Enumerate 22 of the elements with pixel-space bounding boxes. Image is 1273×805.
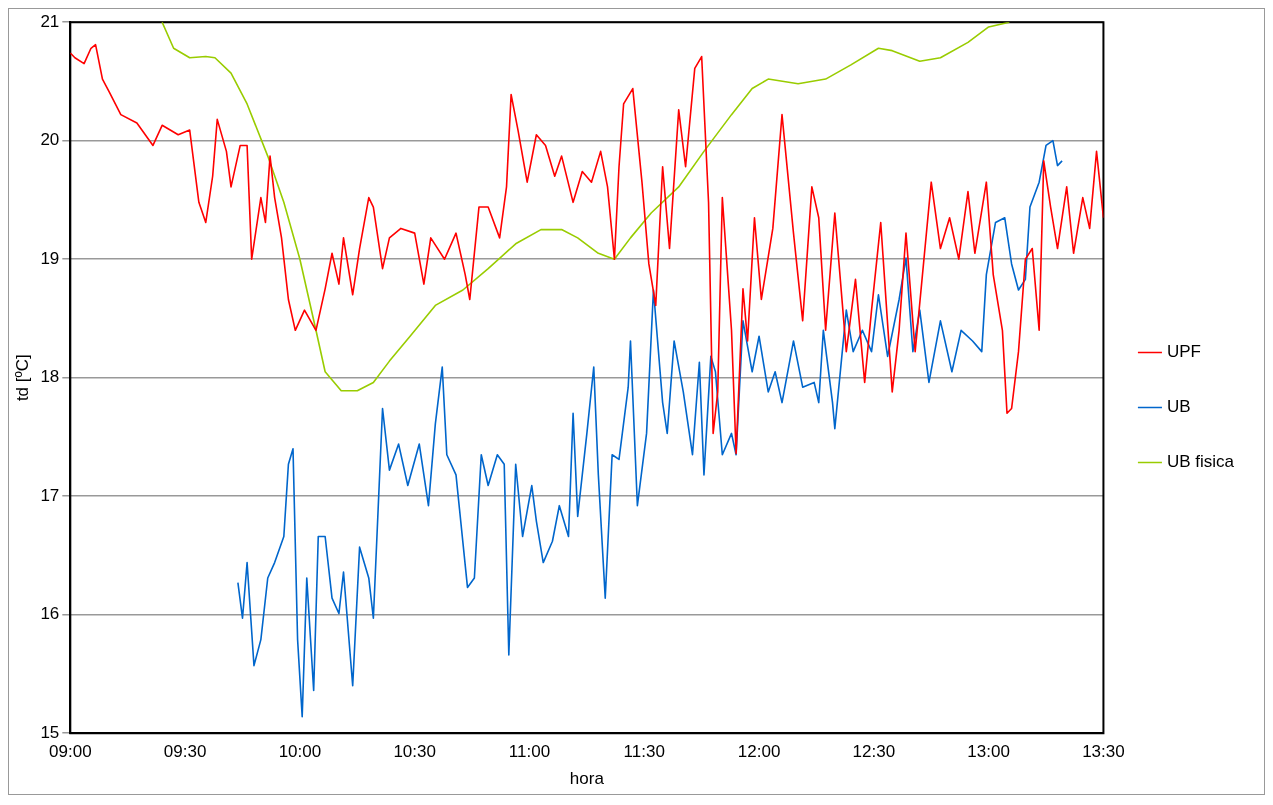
x-tick-label: 09:30 (163, 742, 207, 762)
legend-label: UB fisica (1166, 452, 1235, 472)
x-tick-label: 13:00 (967, 742, 1010, 762)
y-tick-label: 15 (40, 722, 60, 742)
x-tick-label: 10:00 (278, 742, 322, 762)
x-tick-label: 11:00 (508, 742, 551, 762)
x-tick-label: 13:30 (1082, 742, 1125, 762)
y-tick-label: 20 (40, 130, 60, 150)
legend-label: UPF (1166, 342, 1201, 362)
x-tick-label: 10:30 (393, 742, 436, 762)
y-tick-label: 17 (40, 485, 60, 505)
y-tick-label: 16 (40, 604, 60, 624)
x-tick-label: 11:30 (623, 742, 665, 762)
y-tick-label: 18 (40, 367, 60, 387)
x-tick-label: 09:00 (49, 742, 92, 762)
y-axis-title: td [ºC] (12, 354, 32, 402)
x-tick-label: 12:30 (852, 742, 896, 762)
y-tick-label: 21 (40, 11, 60, 31)
legend-label: UB (1166, 397, 1191, 417)
x-axis-title: hora (569, 769, 605, 789)
x-tick-label: 12:00 (737, 742, 781, 762)
y-tick-label: 19 (40, 248, 60, 268)
